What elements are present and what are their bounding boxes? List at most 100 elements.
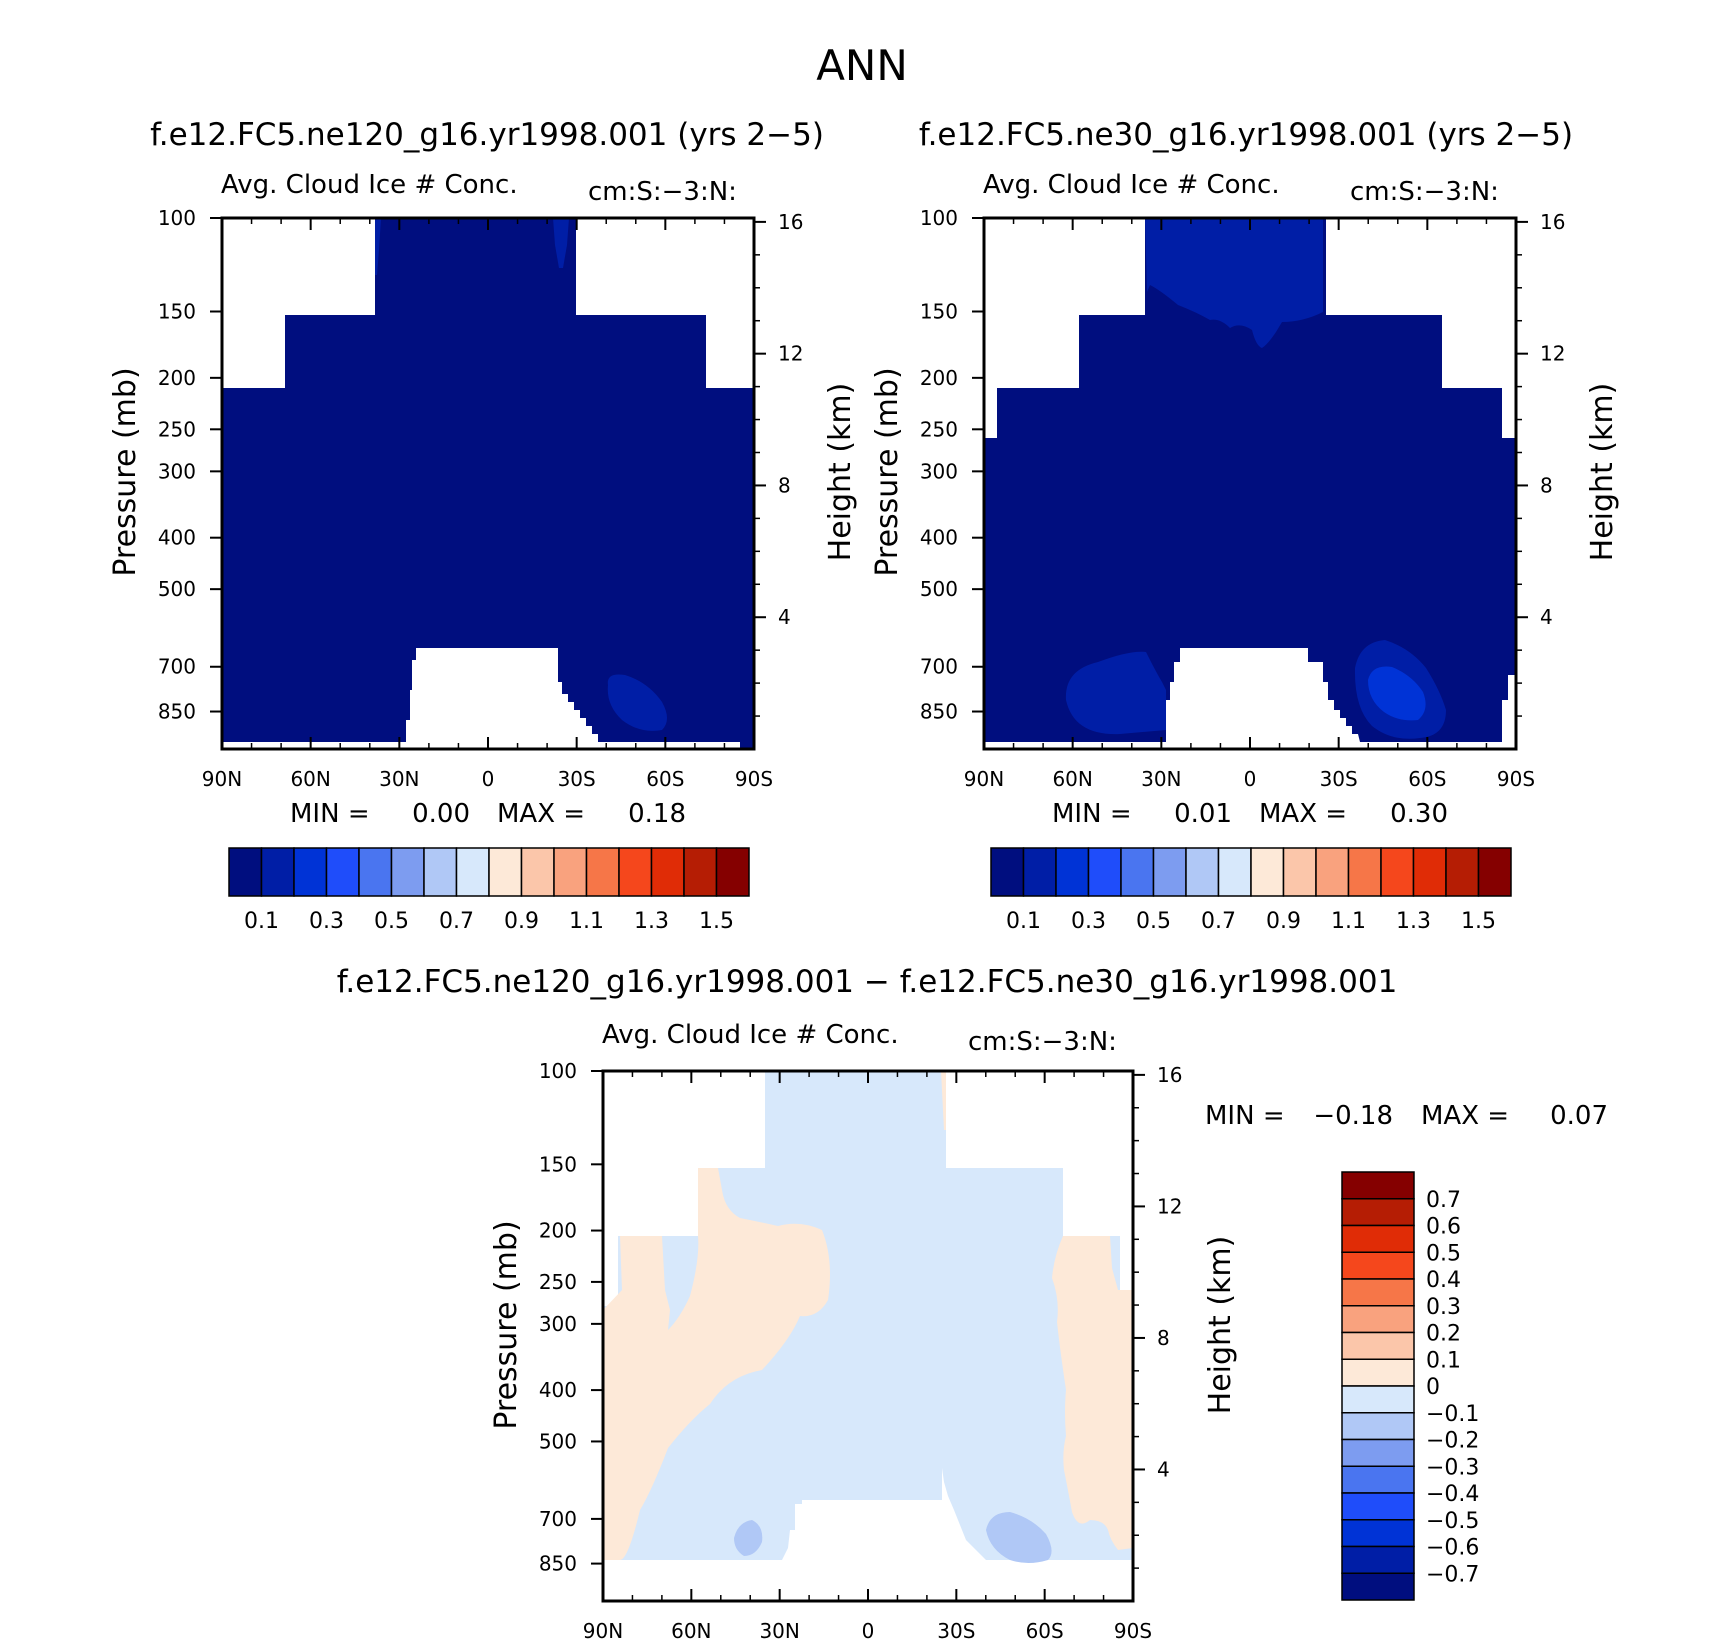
x-tick-label: 60N: [671, 1619, 711, 1639]
y-tick-label: 150: [920, 300, 958, 324]
level-0.1-region: [222, 218, 754, 748]
colorbar-label: 0.9: [504, 909, 539, 934]
colorbar-label: 0.5: [1426, 1241, 1461, 1266]
axes: 90N 60N 30N 0 30S 60S 90S 100 150 200 250 300 400 500…: [539, 1059, 1183, 1639]
y2-axis-label: Height (km): [1585, 383, 1620, 562]
figure-title: ANN: [816, 41, 908, 90]
colorbar-box: [1120, 847, 1155, 897]
y-tick-label: 200: [158, 366, 196, 390]
y-tick-label: 850: [539, 1552, 577, 1576]
colorbar-label: −0.5: [1426, 1509, 1479, 1534]
y2-axis-label: Height (km): [823, 383, 858, 562]
colorbar-label: 0.7: [439, 909, 474, 934]
y-tick-label: 300: [539, 1312, 577, 1336]
level-0.1-region: [1052, 1236, 1133, 1550]
x-tick-label: 60N: [290, 767, 330, 791]
colorbar-label: −0.6: [1426, 1536, 1479, 1561]
y-tick-label: 850: [920, 700, 958, 724]
y2-tick-label: 4: [778, 605, 791, 629]
colorbar-label: 0.3: [309, 909, 344, 934]
y-tick-label: 250: [920, 417, 958, 441]
y-tick-label: 500: [920, 577, 958, 601]
y-tick-label: 150: [158, 300, 196, 324]
x-tick-label: 30S: [937, 1619, 975, 1639]
colorbar-box: [1341, 1519, 1415, 1548]
colorbar-label: 1.5: [699, 909, 734, 934]
x-tick-label: 30S: [1320, 767, 1358, 791]
colorbar-label: 0.9: [1266, 909, 1301, 934]
colorbar-box: [455, 847, 490, 897]
colorbar-box: [390, 847, 425, 897]
x-tick-label: 60S: [1408, 767, 1446, 791]
panel-title: f.e12.FC5.ne120_g16.yr1998.001 (yrs 2−5): [150, 117, 824, 153]
min-value: −0.18: [1313, 1101, 1393, 1131]
colorbar-label: 0: [1426, 1375, 1440, 1400]
colorbar-box: [1152, 847, 1187, 897]
colorbar-label: 0.4: [1426, 1268, 1461, 1293]
y-tick-label: 500: [158, 577, 196, 601]
colorbar-box: [1341, 1412, 1415, 1441]
level-0.2-region: [553, 218, 569, 268]
colorbar-box: [1445, 847, 1480, 897]
y-tick-label: 250: [539, 1270, 577, 1294]
y-tick-label: 700: [920, 655, 958, 679]
y-tick-label: 100: [539, 1059, 577, 1083]
x-tick-label: 90S: [1497, 767, 1535, 791]
colorbar-label: 1.3: [634, 909, 669, 934]
level-neg0.1-region: [603, 1071, 1133, 1560]
colorbar-box: [423, 847, 458, 897]
colorbar: 0.70.60.50.40.30.20.10−0.1−0.2−0.3−0.4−0…: [1341, 1171, 1479, 1601]
level-0.1-region: [941, 1071, 946, 1130]
y-tick-label: 150: [539, 1152, 577, 1176]
axes: 90N 60N 30N 0 30S 60S 90S 100 150 200 250 300 400 500…: [920, 206, 1566, 791]
x-tick-label: 60S: [1026, 1619, 1064, 1639]
panel-difference: f.e12.FC5.ne120_g16.yr1998.001 − f.e12.F…: [337, 964, 1608, 1639]
contour-field: [222, 218, 754, 748]
colorbar-label: −0.2: [1426, 1429, 1479, 1454]
y-tick-label: 300: [158, 459, 196, 483]
colorbar-box: [1185, 847, 1220, 897]
panel-ne120: f.e12.FC5.ne120_g16.yr1998.001 (yrs 2−5)…: [108, 117, 858, 934]
level-0.2-region: [607, 674, 667, 731]
y-tick-label: 400: [920, 526, 958, 550]
y-tick-label: 200: [920, 366, 958, 390]
colorbar-box: [1022, 847, 1057, 897]
colorbar-box: [293, 847, 328, 897]
y2-tick-label: 4: [1540, 605, 1553, 629]
y2-tick-label: 12: [778, 342, 803, 366]
y-axis-label: Pressure (mb): [870, 367, 905, 576]
units-label: cm:S:−3:N:: [968, 1027, 1117, 1057]
colorbar-label: 0.1: [1006, 909, 1041, 934]
colorbar-box: [650, 847, 685, 897]
x-tick-label: 90N: [583, 1619, 623, 1639]
x-tick-label: 90N: [202, 767, 242, 791]
max-label: MAX =: [1421, 1101, 1509, 1131]
max-label: MAX =: [1259, 799, 1347, 829]
y-tick-label: 400: [539, 1378, 577, 1402]
colorbar-box: [585, 847, 620, 897]
x-tick-label: 30N: [759, 1619, 799, 1639]
y-tick-label: 700: [158, 655, 196, 679]
colorbar-box: [1341, 1572, 1415, 1601]
x-tick-label: 0: [862, 1619, 875, 1639]
variable-label: Avg. Cloud Ice # Conc.: [983, 170, 1280, 200]
x-tick-label: 60S: [646, 767, 684, 791]
max-value: 0.30: [1390, 799, 1448, 829]
min-label: MIN =: [1052, 799, 1132, 829]
colorbar-box: [683, 847, 718, 897]
colorbar-box: [1282, 847, 1317, 897]
colorbar-label: −0.3: [1426, 1455, 1479, 1480]
x-tick-label: 30N: [1141, 767, 1181, 791]
y-tick-label: 250: [158, 417, 196, 441]
level-neg0.2-region: [734, 1520, 763, 1556]
variable-label: Avg. Cloud Ice # Conc.: [221, 170, 518, 200]
y2-axis-label: Height (km): [1203, 1236, 1238, 1415]
colorbar-box: [715, 847, 750, 897]
colorbar-label: 0.1: [1426, 1348, 1461, 1373]
colorbar-box: [520, 847, 555, 897]
level-0.1-region: [984, 218, 1516, 742]
y-tick-label: 100: [920, 206, 958, 230]
colorbar-label: 0.5: [1136, 909, 1171, 934]
colorbar-box: [1217, 847, 1252, 897]
